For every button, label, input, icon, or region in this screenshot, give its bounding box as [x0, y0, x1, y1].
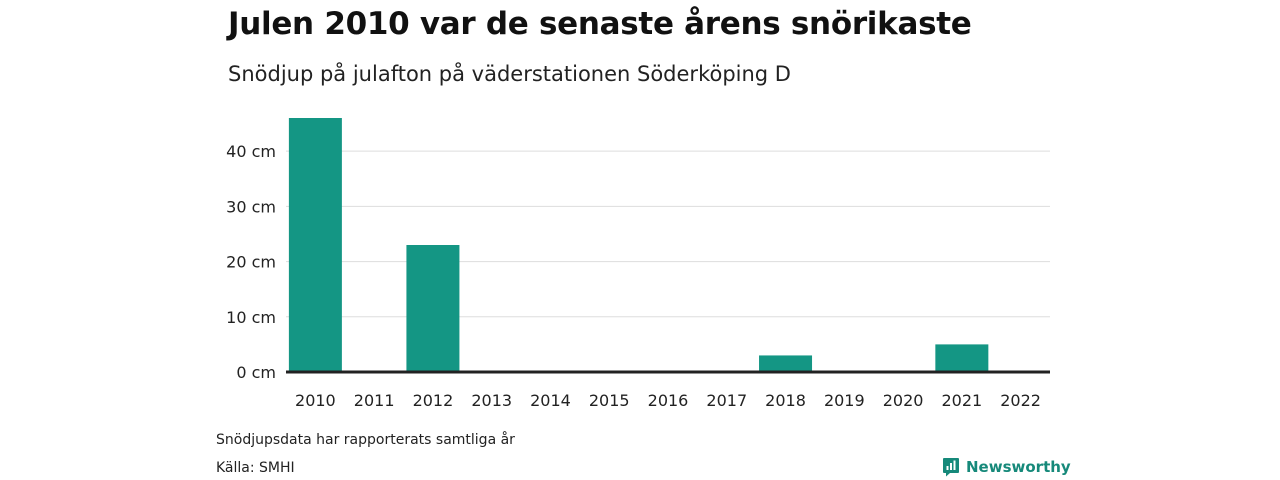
- x-tick-label: 2020: [883, 391, 924, 410]
- x-tick-label: 2019: [824, 391, 865, 410]
- chart-subtitle: Snödjup på julafton på väderstationen Sö…: [228, 62, 791, 86]
- x-tick-label: 2015: [589, 391, 630, 410]
- y-tick-label: 20 cm: [226, 253, 276, 272]
- brand-name: Newsworthy: [966, 458, 1071, 476]
- x-tick-label: 2016: [648, 391, 689, 410]
- x-tick-label: 2017: [706, 391, 747, 410]
- brand-logo[interactable]: Newsworthy: [942, 457, 1071, 477]
- x-tick-label: 2011: [354, 391, 395, 410]
- bar: [935, 344, 989, 372]
- y-tick-label: 10 cm: [226, 308, 276, 327]
- source-note: Källa: SMHI: [216, 460, 295, 476]
- chart-title: Julen 2010 var de senaste årens snörikas…: [228, 6, 972, 42]
- y-tick-label: 0 cm: [236, 363, 276, 382]
- x-tick-label: 2022: [1000, 391, 1041, 410]
- bar: [406, 245, 460, 372]
- x-tick-label: 2012: [413, 391, 454, 410]
- bar: [288, 118, 342, 372]
- newsworthy-logo-icon: [943, 458, 959, 477]
- x-tick-label: 2010: [295, 391, 336, 410]
- x-tick-label: 2013: [471, 391, 512, 410]
- x-tick-label: 2018: [765, 391, 806, 410]
- x-tick-label: 2014: [530, 391, 571, 410]
- bar: [759, 355, 813, 372]
- x-tick-label: 2021: [941, 391, 982, 410]
- bar-chart: 0 cm 10 cm 20 cm 30 cm 40 cm 2010 2011 2012 2013…: [226, 118, 1050, 410]
- y-tick-label: 30 cm: [226, 197, 276, 216]
- y-tick-label: 40 cm: [226, 142, 276, 161]
- footnote: Snödjupsdata har rapporterats samtliga å…: [216, 432, 515, 448]
